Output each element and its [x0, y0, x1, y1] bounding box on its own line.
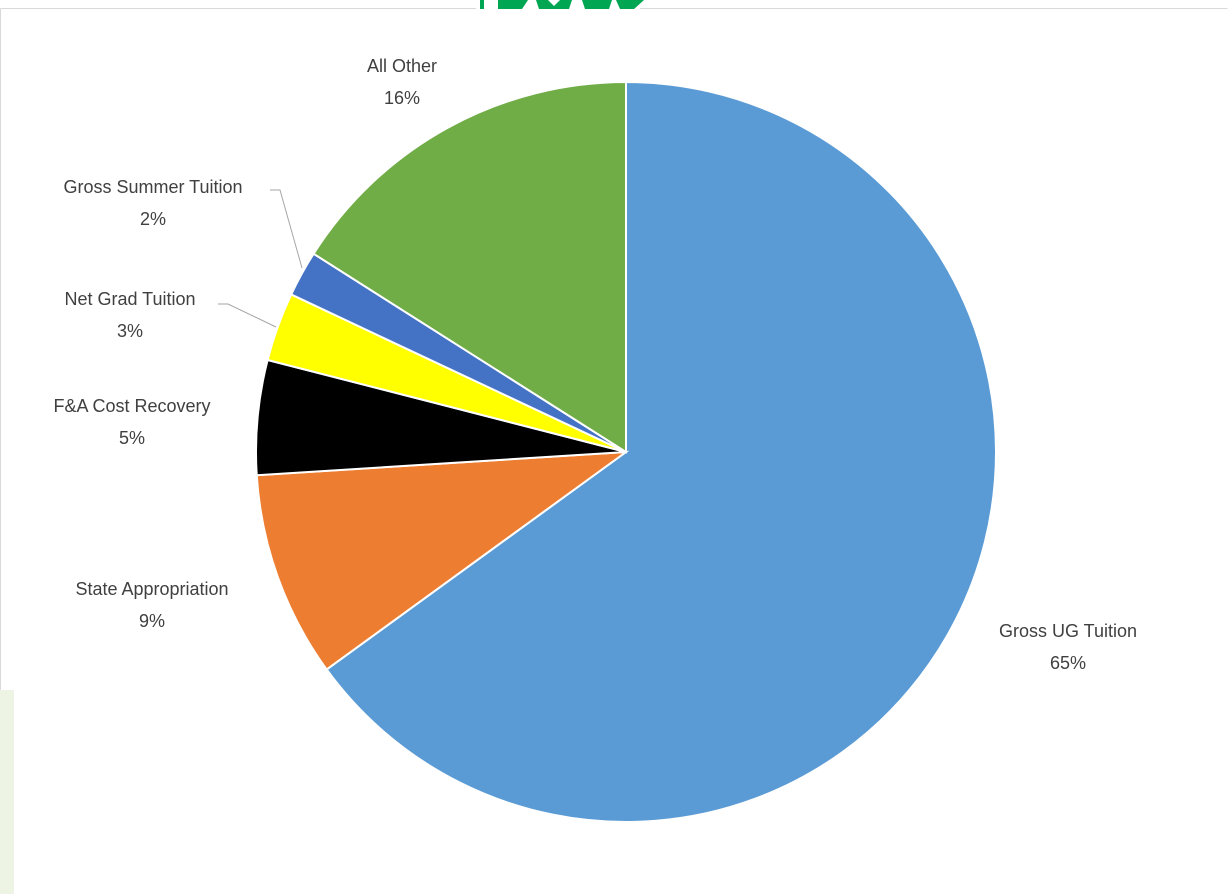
pie-slices	[255, 80, 997, 823]
slice-label-5: All Other	[367, 56, 437, 76]
slice-label-2: F&A Cost Recovery	[53, 396, 210, 416]
leader-line-3	[218, 303, 277, 328]
logo-fragment	[480, 0, 644, 9]
leader-lines	[218, 189, 303, 328]
pie-slice-1	[255, 450, 630, 671]
slice-percent-4: 2%	[140, 209, 166, 229]
slice-percent-1: 9%	[139, 611, 165, 631]
slice-label-4: Gross Summer Tuition	[63, 177, 242, 197]
slice-percent-2: 5%	[119, 428, 145, 448]
pie-slice-5	[312, 80, 627, 454]
slice-percent-0: 65%	[1050, 653, 1086, 673]
leader-line-4	[270, 189, 303, 269]
slice-label-0: Gross UG Tuition	[999, 621, 1137, 641]
slice-labels: Gross UG Tuition 65% State Appropriation 9%…	[53, 56, 1137, 673]
background-accent	[0, 690, 14, 894]
slice-percent-3: 3%	[117, 321, 143, 341]
slice-percent-5: 16%	[384, 88, 420, 108]
slice-label-1: State Appropriation	[75, 579, 228, 599]
slice-label-3: Net Grad Tuition	[64, 289, 195, 309]
pie-slice-0	[325, 80, 997, 823]
